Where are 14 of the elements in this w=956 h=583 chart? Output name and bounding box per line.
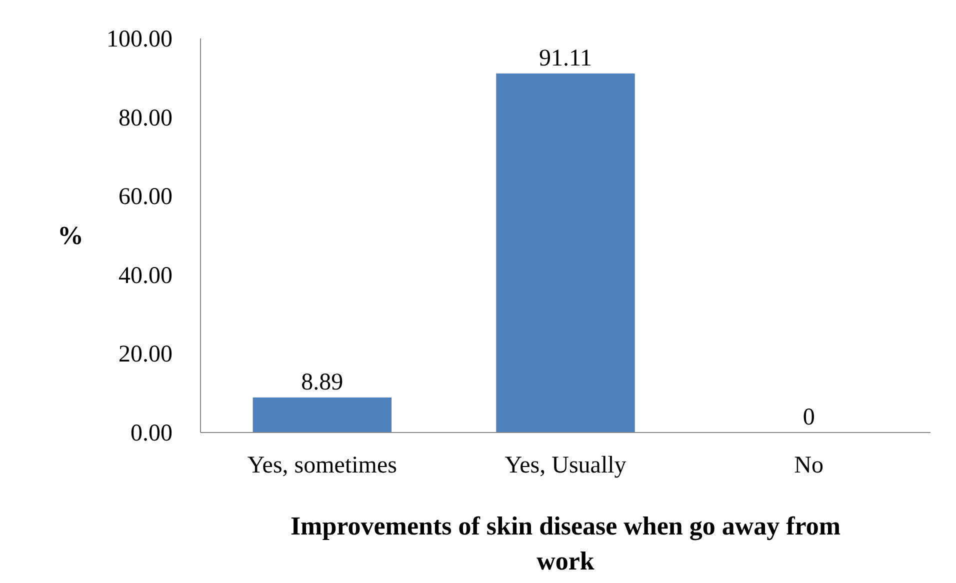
x-tick-label: Yes, Usually [504,452,626,478]
data-label: 8.89 [301,369,344,396]
y-tick-label: 80.00 [118,105,172,132]
data-label: 91.11 [538,46,592,72]
data-label: 0 [802,404,815,430]
y-axis-title: % [58,221,84,250]
y-tick-label: 0.00 [130,420,172,446]
y-tick-label: 60.00 [118,184,172,210]
y-tick-label: 20.00 [118,342,172,368]
x-tick-label: Yes, sometimes [247,452,397,478]
y-tick-label: 100.00 [106,26,172,52]
y-tick-label: 40.00 [118,262,172,289]
x-tick-label: No [794,452,824,478]
x-axis-title: Improvements of skin disease when go away from work [290,512,841,576]
